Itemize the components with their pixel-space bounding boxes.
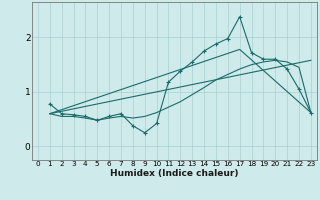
X-axis label: Humidex (Indice chaleur): Humidex (Indice chaleur) (110, 169, 239, 178)
